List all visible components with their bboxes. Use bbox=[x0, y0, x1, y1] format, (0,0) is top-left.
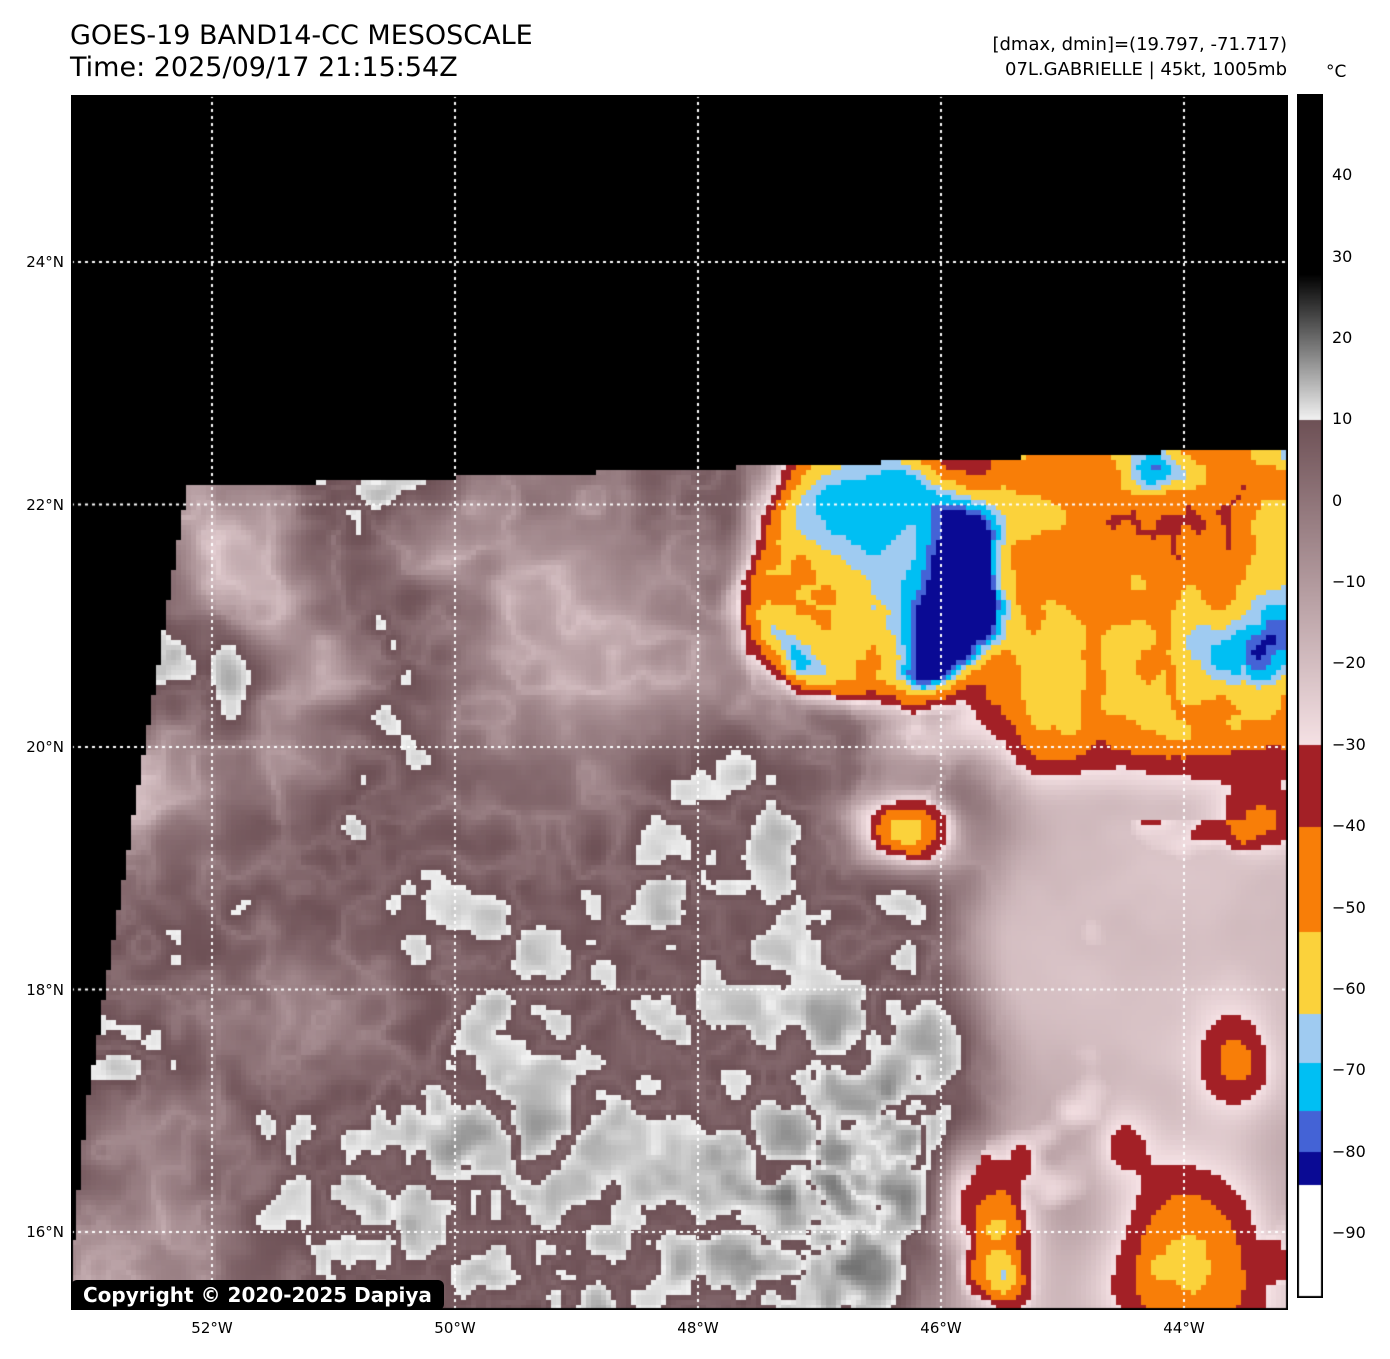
lon-tick-label: 50°W bbox=[434, 1319, 476, 1337]
storm-info-line: 07L.GABRIELLE | 45kt, 1005mb bbox=[1005, 59, 1287, 80]
colorbar-tick-label: −20 bbox=[1332, 653, 1366, 673]
lon-tick-label: 46°W bbox=[920, 1319, 962, 1337]
lat-tick-label: 16°N bbox=[26, 1223, 64, 1241]
page-title: GOES-19 BAND14-CC MESOSCALE bbox=[70, 20, 533, 51]
colorbar-tick-label: −40 bbox=[1332, 816, 1366, 836]
lon-tick-label: 44°W bbox=[1163, 1319, 1205, 1337]
lon-tick-label: 52°W bbox=[191, 1319, 233, 1337]
colorbar-tick-label: −70 bbox=[1332, 1060, 1366, 1080]
timestamp: Time: 2025/09/17 21:15:54Z bbox=[70, 52, 458, 83]
title-block: GOES-19 BAND14-CC MESOSCALE Time: 2025/09… bbox=[70, 20, 533, 84]
lat-tick-label: 24°N bbox=[26, 253, 64, 271]
colorbar-tick-label: −50 bbox=[1332, 897, 1366, 917]
colorbar-tick-label: −90 bbox=[1332, 1222, 1366, 1242]
copyright-badge: Copyright © 2020-2025 Dapiya bbox=[71, 1280, 444, 1310]
colorbar-tick-label: 0 bbox=[1332, 490, 1343, 510]
lat-tick-label: 18°N bbox=[26, 980, 64, 999]
lat-tick-label: 20°N bbox=[26, 738, 64, 756]
colorbar-canvas bbox=[1297, 94, 1323, 1298]
colorbar-tick-label: −80 bbox=[1332, 1141, 1366, 1161]
colorbar-tick-label: −30 bbox=[1332, 734, 1366, 754]
satellite-ir-map-canvas bbox=[71, 95, 1288, 1310]
lat-tick-label: 22°N bbox=[26, 495, 64, 514]
dmax-dmin-readout: [dmax, dmin]=(19.797, -71.717) bbox=[992, 34, 1287, 55]
colorbar-tick-label: 20 bbox=[1332, 328, 1353, 348]
header-right: [dmax, dmin]=(19.797, -71.717) 07L.GABRIE… bbox=[992, 32, 1287, 82]
lon-tick-label: 48°W bbox=[677, 1319, 719, 1337]
colorbar-unit-label: °C bbox=[1326, 62, 1347, 82]
colorbar-tick-label: 30 bbox=[1332, 246, 1353, 266]
colorbar-tick-label: 40 bbox=[1332, 165, 1353, 185]
colorbar-tick-label: −10 bbox=[1332, 572, 1366, 592]
colorbar-tick-label: 10 bbox=[1332, 409, 1353, 429]
colorbar-tick-label: −60 bbox=[1332, 978, 1366, 998]
